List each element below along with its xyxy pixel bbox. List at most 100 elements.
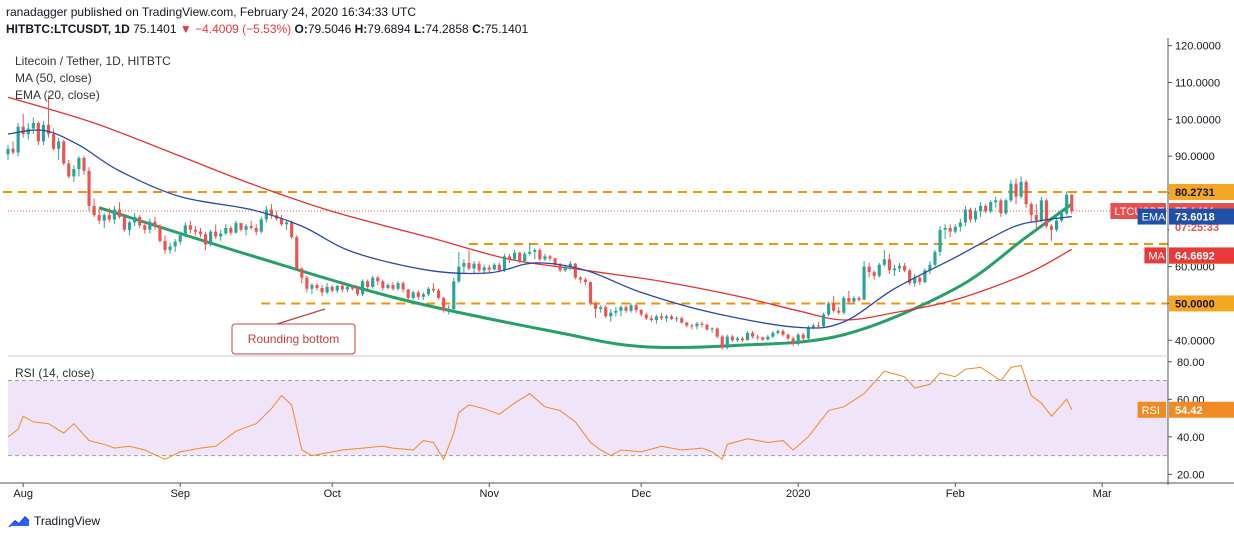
candle[interactable] — [685, 321, 689, 328]
candle[interactable] — [259, 216, 263, 234]
candle[interactable] — [725, 334, 729, 350]
candle[interactable] — [659, 312, 664, 321]
candle[interactable] — [355, 286, 360, 297]
candle[interactable] — [796, 332, 800, 346]
candle[interactable] — [852, 296, 856, 304]
candle[interactable] — [973, 207, 978, 223]
candle[interactable] — [670, 314, 674, 321]
candle[interactable] — [533, 248, 537, 260]
candle[interactable] — [639, 308, 643, 317]
candle[interactable] — [523, 251, 527, 263]
candle[interactable] — [183, 222, 187, 238]
candle[interactable] — [938, 226, 942, 256]
candle[interactable] — [745, 331, 750, 341]
candle[interactable] — [128, 220, 132, 236]
candle[interactable] — [644, 312, 648, 321]
candle[interactable] — [31, 117, 35, 135]
candle[interactable] — [801, 332, 805, 341]
candle[interactable] — [1009, 180, 1013, 203]
candle[interactable] — [634, 303, 638, 313]
candle[interactable] — [214, 224, 218, 240]
candle[interactable] — [604, 305, 608, 319]
candle[interactable] — [153, 216, 157, 230]
candle[interactable] — [310, 283, 314, 295]
candle[interactable] — [984, 204, 988, 214]
candle[interactable] — [958, 218, 962, 232]
candle[interactable] — [234, 220, 238, 234]
candle[interactable] — [624, 305, 628, 313]
candle[interactable] — [16, 123, 20, 157]
candle[interactable] — [411, 290, 415, 300]
candle[interactable] — [690, 323, 694, 330]
candle[interactable] — [766, 334, 770, 341]
candle[interactable] — [335, 285, 339, 294]
candle[interactable] — [1029, 202, 1033, 223]
candle[interactable] — [46, 95, 51, 138]
candle[interactable] — [781, 329, 785, 337]
candle[interactable] — [963, 205, 967, 227]
candle[interactable] — [1039, 196, 1043, 223]
candle[interactable] — [771, 331, 775, 339]
candle[interactable] — [163, 235, 167, 254]
axes[interactable]: 120.0000110.0000100.000090.000080.000070… — [0, 38, 1234, 500]
candle[interactable] — [999, 198, 1003, 217]
candle[interactable] — [705, 323, 709, 332]
candle[interactable] — [102, 213, 106, 228]
candle[interactable] — [649, 315, 653, 322]
candle[interactable] — [6, 145, 10, 160]
candle[interactable] — [269, 204, 273, 219]
candle[interactable] — [452, 277, 456, 311]
candle[interactable] — [599, 305, 603, 313]
candle[interactable] — [903, 262, 907, 273]
candle[interactable] — [462, 259, 466, 274]
candle[interactable] — [1065, 191, 1069, 216]
candle[interactable] — [786, 333, 790, 341]
candle[interactable] — [325, 283, 329, 295]
candle[interactable] — [756, 334, 760, 341]
candle[interactable] — [305, 275, 309, 293]
candle[interactable] — [224, 224, 228, 236]
candle[interactable] — [52, 128, 56, 151]
candle[interactable] — [376, 275, 380, 286]
candle[interactable] — [229, 226, 233, 236]
symbol[interactable]: HITBTC:LTCUSDT, 1D — [6, 22, 130, 36]
candle[interactable] — [968, 207, 973, 223]
candle[interactable] — [710, 327, 714, 333]
candle[interactable] — [989, 200, 993, 214]
candle[interactable] — [518, 251, 522, 263]
candle[interactable] — [543, 253, 547, 262]
candle[interactable] — [1004, 198, 1008, 216]
candle[interactable] — [279, 215, 284, 227]
candle[interactable] — [168, 242, 172, 254]
candle[interactable] — [447, 305, 451, 315]
candle[interactable] — [594, 301, 598, 319]
candle[interactable] — [588, 281, 593, 306]
candle[interactable] — [933, 250, 937, 267]
candle[interactable] — [391, 282, 395, 291]
candle[interactable] — [381, 279, 385, 291]
candle[interactable] — [720, 334, 724, 350]
candle[interactable] — [654, 314, 658, 324]
candle[interactable] — [497, 262, 501, 273]
candle[interactable] — [442, 296, 446, 313]
candle[interactable] — [740, 336, 745, 343]
candle[interactable] — [821, 312, 826, 328]
candle[interactable] — [979, 202, 983, 217]
candle[interactable] — [472, 261, 476, 274]
candle[interactable] — [568, 261, 572, 271]
candle[interactable] — [1054, 216, 1059, 232]
candle[interactable] — [680, 316, 684, 324]
candle[interactable] — [882, 250, 886, 267]
candle[interactable] — [82, 156, 86, 175]
candle[interactable] — [943, 224, 947, 240]
candle[interactable] — [285, 220, 289, 230]
candle[interactable] — [675, 316, 679, 322]
candle[interactable] — [1014, 178, 1018, 205]
candle[interactable] — [700, 321, 704, 328]
candle[interactable] — [872, 270, 876, 280]
candle[interactable] — [553, 257, 557, 267]
candle[interactable] — [862, 261, 866, 300]
candle[interactable] — [295, 235, 299, 271]
candle[interactable] — [832, 296, 836, 313]
candle[interactable] — [1070, 194, 1074, 214]
